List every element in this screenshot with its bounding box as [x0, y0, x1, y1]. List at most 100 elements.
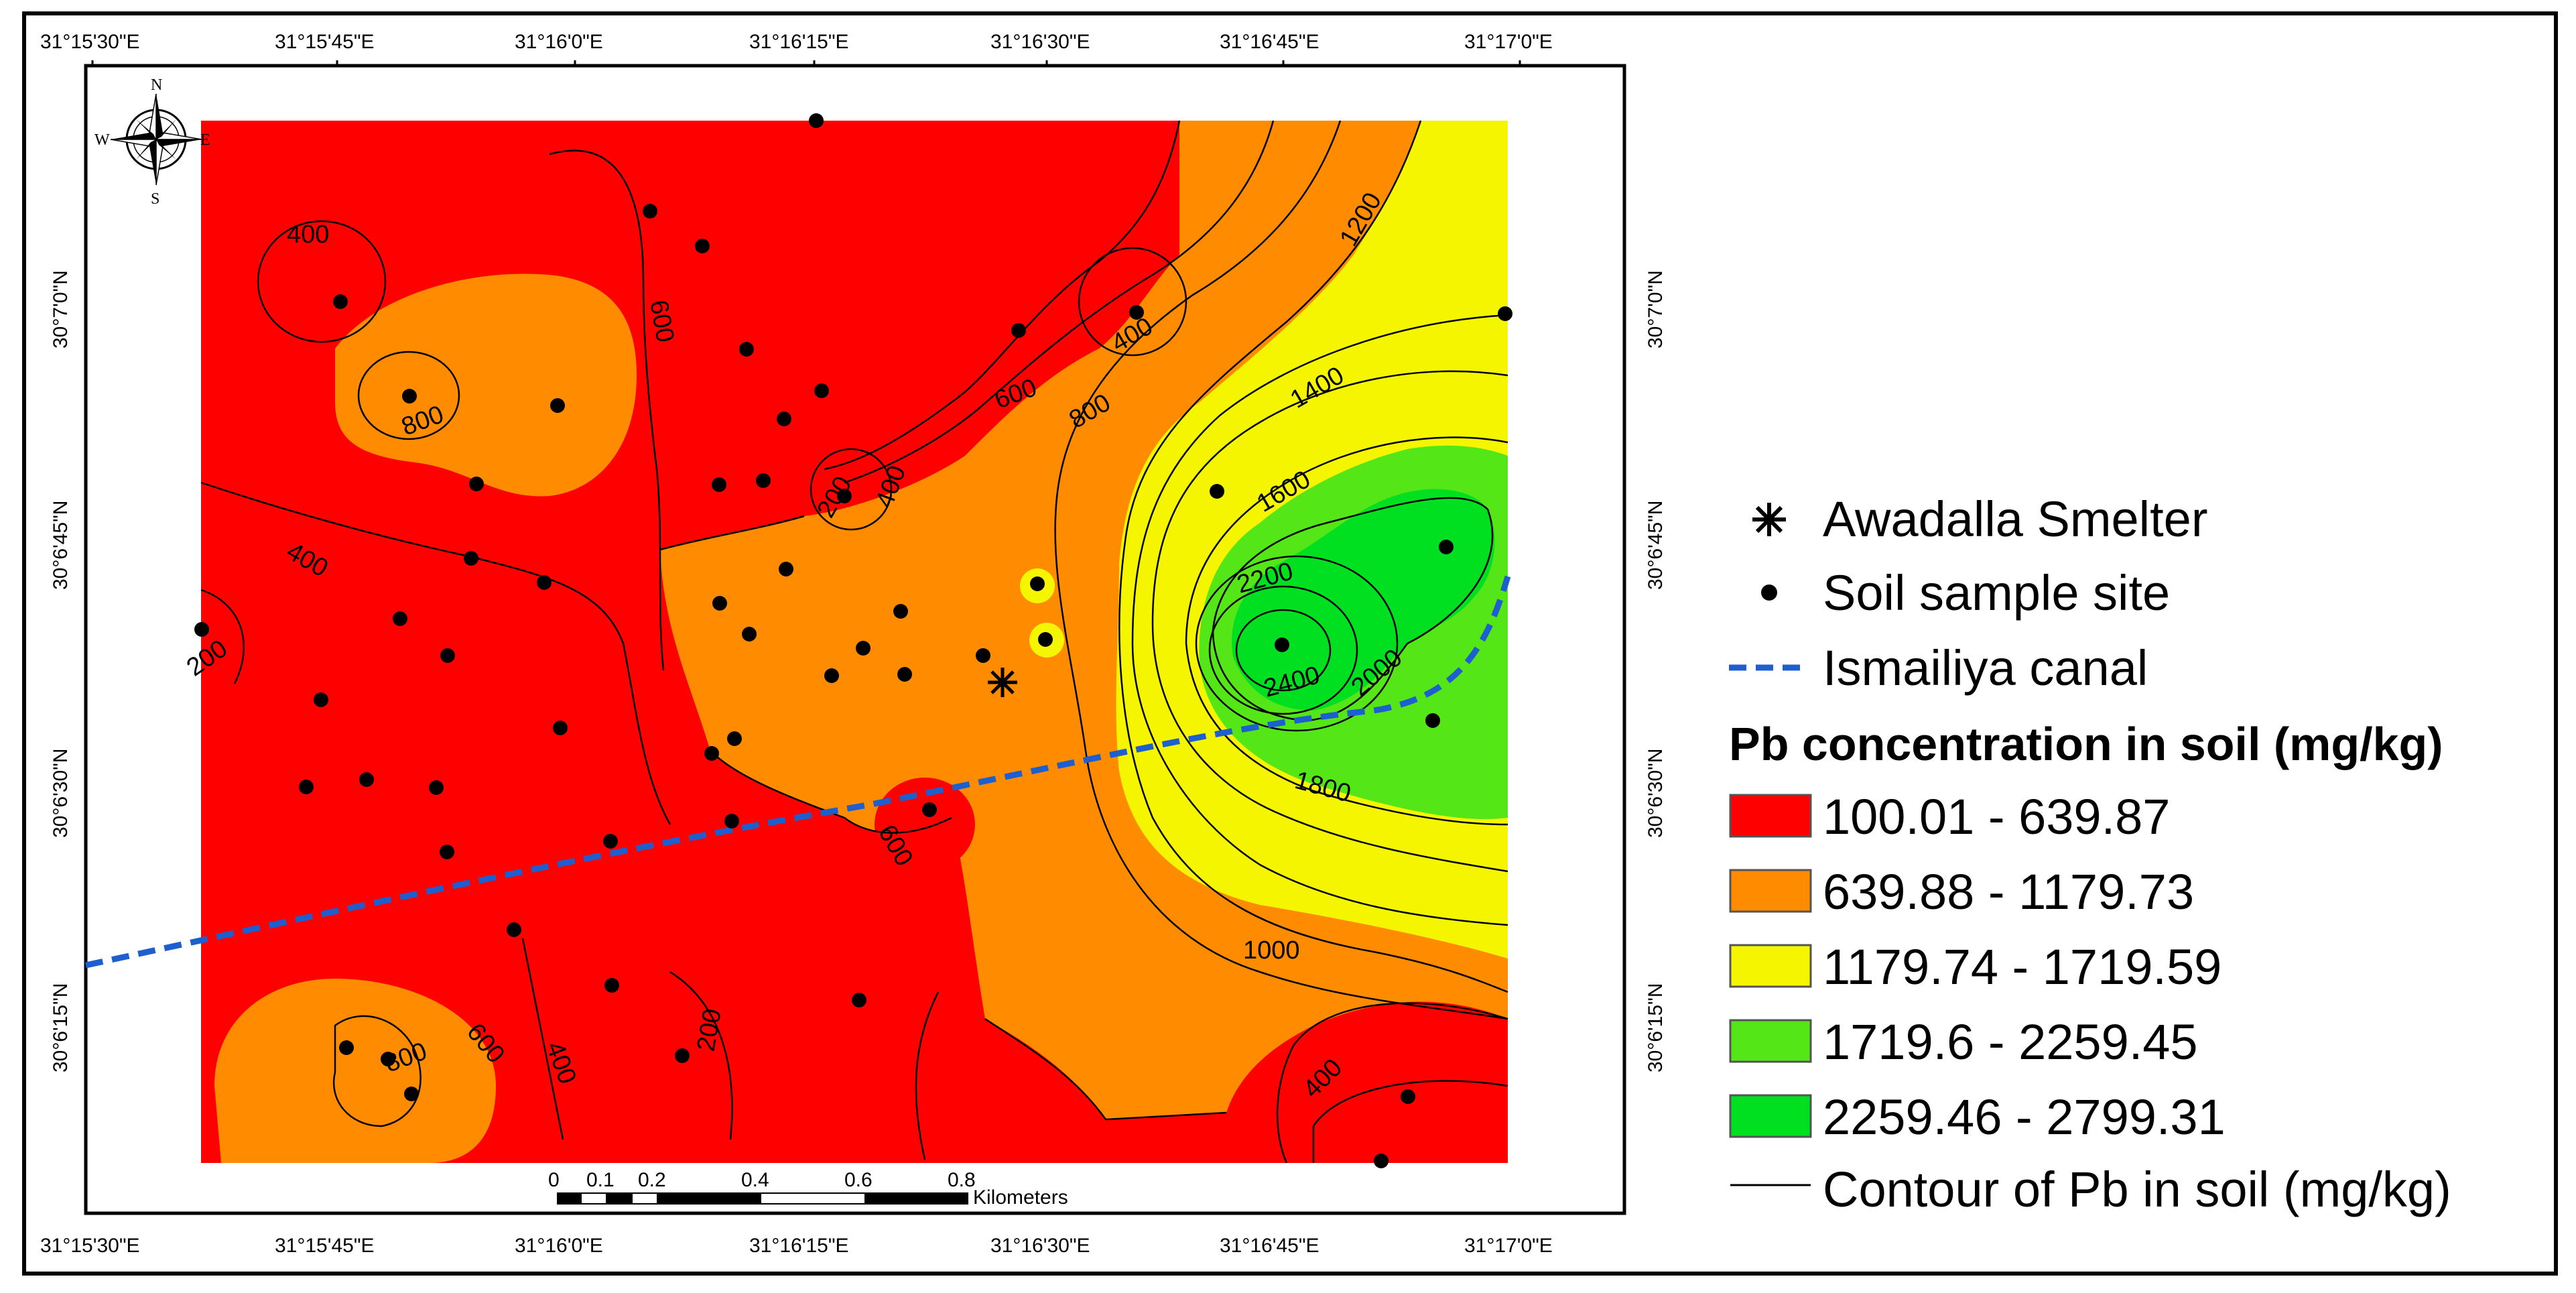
lon-label: 31°16'45"E	[1220, 31, 1319, 53]
lon-label: 31°17'0"E	[1464, 1235, 1553, 1257]
sample-site	[429, 780, 444, 795]
sample-site	[756, 473, 771, 488]
lon-label: 31°16'0"E	[515, 31, 603, 53]
legend-swatch-1	[1729, 869, 1812, 913]
sample-site	[1374, 1154, 1389, 1168]
lon-label: 31°16'15"E	[749, 1235, 849, 1257]
lat-label: 30°6'30"N	[1645, 749, 1667, 838]
scale-tick: 0.2	[638, 1169, 666, 1191]
lon-label: 31°15'45"E	[275, 31, 375, 53]
legend-sample-label: Soil sample site	[1823, 565, 2170, 621]
sample-site	[194, 622, 209, 637]
sample-site	[976, 648, 990, 663]
sample-site	[837, 489, 852, 503]
awadalla-smelter-marker	[988, 668, 1017, 697]
sample-site	[1129, 305, 1144, 320]
sample-site	[1210, 484, 1224, 499]
legend-sample-symbol	[1761, 584, 1777, 601]
sample-site	[852, 993, 866, 1007]
sample-site	[695, 239, 710, 253]
sample-site	[742, 627, 757, 641]
sample-site	[603, 834, 618, 849]
sample-site	[440, 648, 455, 663]
lat-label: 30°6'15"N	[1645, 983, 1667, 1072]
compass-s: S	[151, 190, 159, 208]
legend: Awadalla Smelter Soil sample site Ismail…	[1729, 491, 2451, 1217]
class-green-area	[1232, 489, 1495, 711]
lat-label: 30°6'45"N	[1645, 501, 1667, 590]
sample-site	[777, 412, 791, 426]
sample-site	[550, 398, 565, 413]
lon-label: 31°16'45"E	[1220, 1235, 1319, 1257]
sample-site	[604, 978, 619, 993]
sample-site	[1038, 632, 1053, 647]
sample-site	[1425, 713, 1440, 728]
scale-tick: 0.1	[586, 1169, 615, 1191]
sample-site	[1030, 576, 1045, 591]
sample-site	[643, 204, 657, 219]
sample-site	[1498, 306, 1512, 321]
sample-site	[339, 1040, 354, 1055]
sample-site	[704, 746, 719, 761]
sample-site	[464, 551, 478, 566]
lat-label: 30°6'15"N	[50, 983, 72, 1072]
legend-class-label: 1719.6 - 2259.45	[1823, 1014, 2198, 1070]
sample-site	[712, 477, 726, 492]
compass-e: E	[200, 131, 210, 149]
sample-site	[333, 294, 348, 309]
class-orange-island	[214, 979, 496, 1163]
sample-site	[824, 668, 839, 683]
scale-unit: Kilometers	[973, 1186, 1068, 1209]
compass-n: N	[151, 76, 162, 94]
sample-site	[381, 1052, 395, 1066]
legend-smelter-symbol	[1752, 503, 1786, 536]
lon-ticks-top	[91, 60, 1521, 66]
legend-class-label: 1179.74 - 1719.59	[1823, 939, 2221, 995]
sample-site	[537, 575, 552, 590]
sample-site	[1401, 1089, 1415, 1104]
lon-label: 31°16'30"E	[990, 1235, 1090, 1257]
ismailiya-canal	[85, 575, 1511, 969]
sample-site	[469, 477, 484, 491]
lat-labels-left: 30°7'0"N 30°6'45"N 30°6'30"N 30°6'15"N	[50, 270, 72, 1072]
lon-label: 31°15'45"E	[275, 1235, 375, 1257]
compass-rose-icon: N S E W	[94, 76, 210, 208]
sample-site	[814, 383, 829, 398]
lon-label: 31°17'0"E	[1464, 31, 1553, 53]
lon-label: 31°15'30"E	[40, 1235, 140, 1257]
sample-site	[893, 604, 908, 619]
sample-site	[1275, 637, 1289, 652]
sample-site	[402, 389, 417, 404]
scale-tick: 0	[548, 1169, 560, 1191]
sample-site	[712, 596, 727, 611]
sample-site	[404, 1087, 419, 1101]
lon-label: 31°16'30"E	[990, 31, 1090, 53]
lon-label: 31°16'15"E	[749, 31, 849, 53]
lat-label: 30°6'45"N	[50, 501, 72, 590]
legend-swatch-0	[1729, 794, 1812, 838]
sample-site	[779, 562, 793, 576]
lat-label: 30°7'0"N	[1645, 270, 1667, 349]
sample-site	[675, 1048, 690, 1063]
sample-site	[507, 922, 521, 937]
sample-site	[299, 780, 314, 794]
sample-sites	[194, 113, 1512, 1168]
scale-tick: 0.4	[741, 1169, 769, 1191]
lon-labels-top: 31°15'30"E 31°15'45"E 31°16'0"E 31°16'15…	[40, 31, 1553, 53]
sample-site	[739, 342, 754, 357]
lat-label: 30°7'0"N	[50, 270, 72, 349]
scale-tick: 0.8	[948, 1169, 976, 1191]
scale-tick: 0.6	[844, 1169, 873, 1191]
scale-bar: 0 0.1 0.2 0.4 0.6 0.8 Kilometers	[548, 1169, 1068, 1209]
legend-class-label: 100.01 - 639.87	[1823, 789, 2170, 845]
legend-class-label: 2259.46 - 2799.31	[1823, 1089, 2226, 1145]
legend-title: Pb concentration in soil (mg/kg)	[1729, 718, 2443, 770]
lon-label: 31°16'0"E	[515, 1235, 603, 1257]
sample-site	[393, 611, 407, 626]
class-orange-island	[335, 273, 637, 497]
sample-site	[724, 814, 739, 828]
sample-site	[856, 641, 871, 656]
lon-labels-bottom: 31°15'30"E 31°15'45"E 31°16'0"E 31°16'15…	[40, 1235, 1553, 1257]
sample-site	[922, 802, 937, 817]
